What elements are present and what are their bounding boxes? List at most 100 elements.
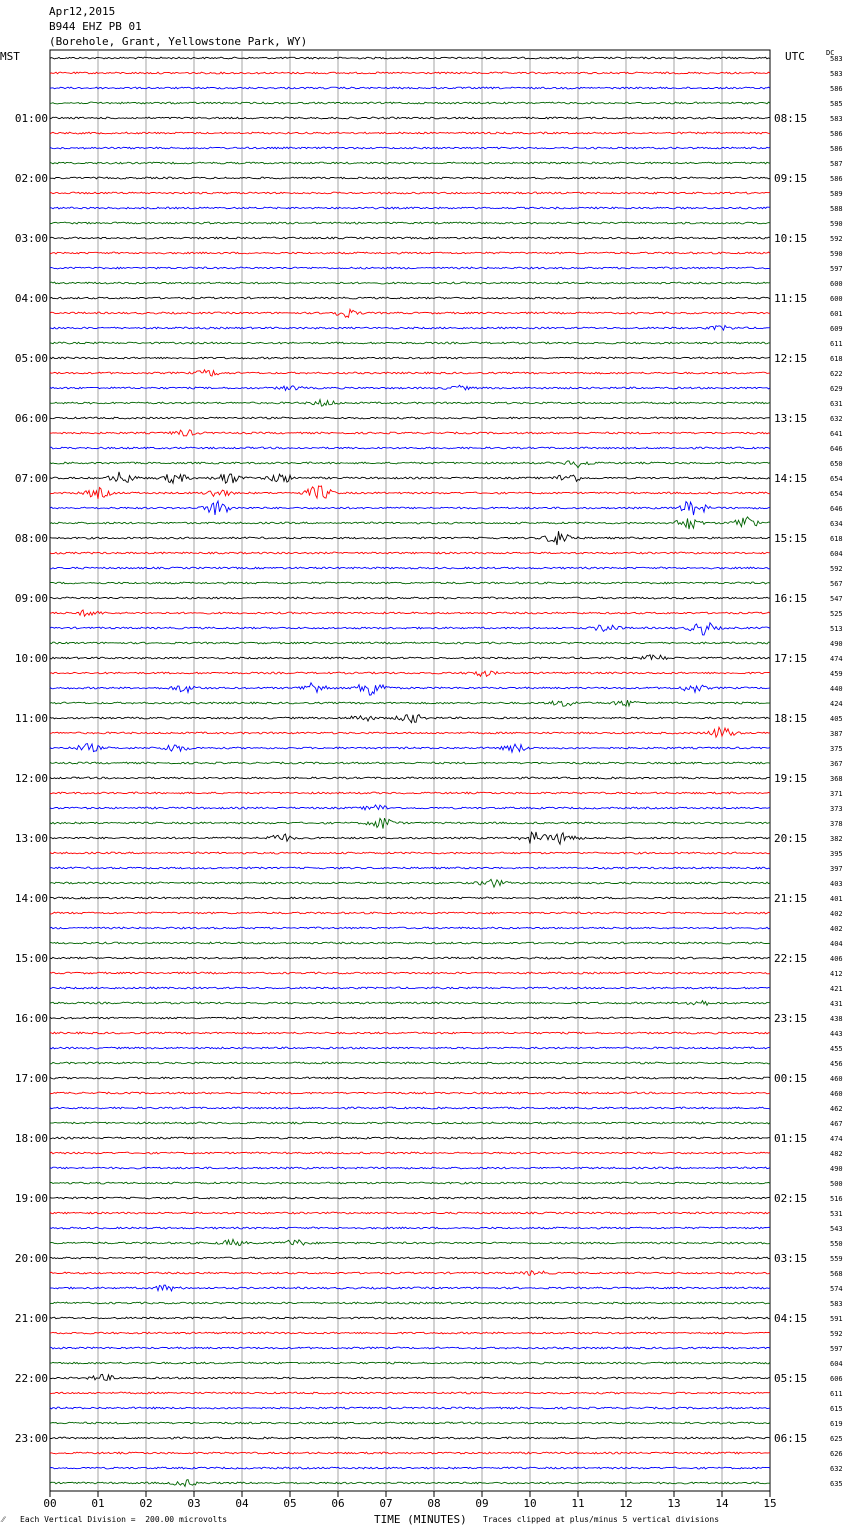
trace-line bbox=[49, 236, 771, 240]
mst-hour-label: 17:00 bbox=[15, 1072, 48, 1085]
dc-offset-label: 490 bbox=[830, 640, 843, 648]
plot-frame bbox=[49, 49, 771, 1492]
trace-line bbox=[49, 161, 771, 165]
trace-line bbox=[49, 1016, 771, 1020]
dc-offset-label: 654 bbox=[830, 475, 843, 483]
dc-offset-label: 600 bbox=[830, 280, 843, 288]
dc-offset-label: 609 bbox=[830, 325, 843, 333]
utc-hour-label: 04:15 bbox=[774, 1312, 807, 1325]
utc-hour-label: 02:15 bbox=[774, 1192, 807, 1205]
dc-offset-label: 574 bbox=[830, 1285, 843, 1293]
mst-hour-label: 02:00 bbox=[15, 172, 48, 185]
trace-line bbox=[49, 1269, 771, 1276]
dc-offset-label: 604 bbox=[830, 550, 843, 558]
trace-line bbox=[49, 1226, 771, 1230]
utc-hour-label: 05:15 bbox=[774, 1372, 807, 1385]
mst-hour-label: 10:00 bbox=[15, 652, 48, 665]
dc-offset-label: 592 bbox=[830, 1330, 843, 1338]
dc-offset-label: 421 bbox=[830, 985, 843, 993]
trace-line bbox=[49, 1421, 771, 1425]
utc-hour-label: 13:15 bbox=[774, 412, 807, 425]
trace-line bbox=[49, 681, 771, 696]
dc-offset-label: 371 bbox=[830, 790, 843, 798]
trace-line bbox=[49, 654, 771, 661]
trace-line bbox=[49, 621, 771, 636]
dc-offset-label: 646 bbox=[830, 445, 843, 453]
dc-offset-label: 632 bbox=[830, 415, 843, 423]
trace-line bbox=[49, 356, 771, 360]
dc-offset-label: 467 bbox=[830, 1120, 843, 1128]
trace-line bbox=[49, 266, 771, 270]
scale-icon: ⁄⁄ bbox=[2, 1515, 5, 1524]
x-tick-label: 02 bbox=[139, 1497, 152, 1510]
trace-line bbox=[49, 1316, 770, 1320]
dc-offset-label: 619 bbox=[830, 1420, 843, 1428]
dc-offset-label: 589 bbox=[830, 190, 843, 198]
trace-line bbox=[49, 1046, 770, 1050]
dc-offset-label: 583 bbox=[830, 115, 843, 123]
dc-offset-label: 460 bbox=[830, 1075, 843, 1083]
trace-line bbox=[49, 131, 771, 135]
x-tick-label: 14 bbox=[715, 1497, 729, 1510]
trace-line bbox=[49, 804, 771, 812]
dc-offset-label: 402 bbox=[830, 910, 843, 918]
trace-line bbox=[49, 1106, 771, 1110]
dc-offset-label: 646 bbox=[830, 505, 843, 513]
dc-offset-label: 629 bbox=[830, 385, 843, 393]
x-tick-label: 05 bbox=[283, 1497, 296, 1510]
trace-line bbox=[50, 1181, 771, 1185]
dc-offset-label: 438 bbox=[830, 1015, 843, 1023]
utc-hour-label: 15:15 bbox=[774, 532, 807, 545]
trace-line bbox=[49, 941, 771, 945]
dc-offset-label: 586 bbox=[830, 85, 843, 93]
x-tick-label: 06 bbox=[331, 1497, 344, 1510]
utc-hour-label: 06:15 bbox=[774, 1432, 807, 1445]
trace-line bbox=[49, 296, 771, 300]
dc-offset-label: 611 bbox=[830, 340, 843, 348]
x-tick-label: 08 bbox=[427, 1497, 440, 1510]
mst-hour-label: 11:00 bbox=[15, 712, 48, 725]
mst-hour-label: 16:00 bbox=[15, 1012, 48, 1025]
dc-offset-label: 490 bbox=[830, 1165, 843, 1173]
dc-offset-label: 618 bbox=[830, 355, 843, 363]
trace-line bbox=[49, 1076, 771, 1080]
x-tick-label: 00 bbox=[43, 1497, 56, 1510]
dc-offset-label: 401 bbox=[830, 895, 843, 903]
utc-hour-label: 01:15 bbox=[774, 1132, 807, 1145]
x-tick-label: 12 bbox=[619, 1497, 632, 1510]
trace-line bbox=[49, 1211, 771, 1215]
trace-line bbox=[49, 416, 771, 420]
dc-offset-label: 604 bbox=[830, 1360, 843, 1368]
x-tick-label: 10 bbox=[523, 1497, 536, 1510]
trace-line bbox=[49, 971, 771, 975]
trace-line bbox=[49, 101, 771, 105]
mst-hour-label: 18:00 bbox=[15, 1132, 48, 1145]
trace-line bbox=[49, 56, 771, 60]
trace-line bbox=[49, 531, 771, 546]
trace-line bbox=[49, 516, 771, 530]
dc-offset-label: 513 bbox=[830, 625, 843, 633]
trace-line bbox=[49, 761, 771, 765]
trace-line bbox=[49, 956, 771, 960]
dc-offset-label: 456 bbox=[830, 1060, 843, 1068]
trace-line bbox=[49, 878, 771, 889]
mst-hour-label: 01:00 bbox=[15, 112, 48, 125]
x-axis-title: TIME (MINUTES) bbox=[374, 1513, 467, 1526]
dc-offset-label: 615 bbox=[830, 1405, 843, 1413]
trace-line bbox=[49, 1373, 771, 1382]
trace-line bbox=[49, 986, 771, 990]
dc-offset-label: 431 bbox=[830, 1000, 843, 1008]
trace-line bbox=[49, 429, 771, 437]
mst-hour-label: 08:00 bbox=[15, 532, 48, 545]
dc-offset-label: 440 bbox=[830, 685, 843, 693]
mst-hour-label: 22:00 bbox=[15, 1372, 48, 1385]
trace-line bbox=[49, 446, 771, 450]
mst-hour-label: 06:00 bbox=[15, 412, 48, 425]
header-date: Apr12,2015 bbox=[49, 5, 116, 18]
mst-hour-label: 20:00 bbox=[15, 1252, 48, 1265]
trace-line bbox=[49, 1451, 771, 1455]
dc-offset-label: 590 bbox=[830, 220, 843, 228]
trace-line bbox=[49, 397, 771, 407]
x-tick-label: 03 bbox=[187, 1497, 200, 1510]
dc-offset-label: 378 bbox=[830, 820, 843, 828]
